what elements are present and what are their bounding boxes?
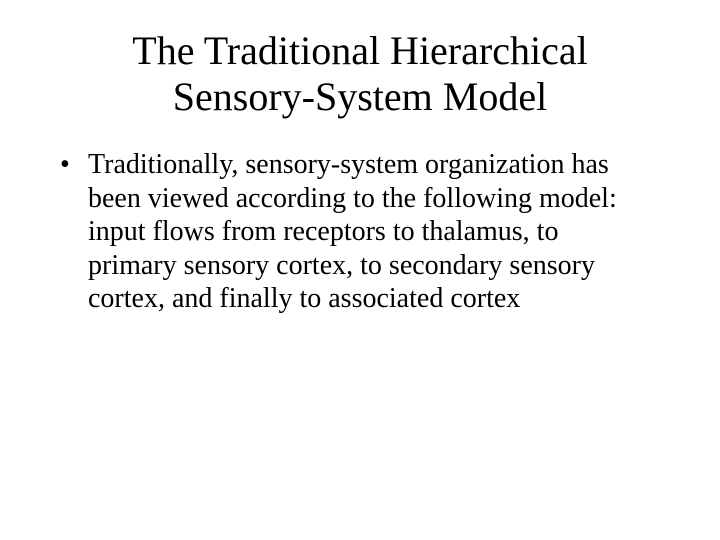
bullet-list: Traditionally, sensory-system organizati… xyxy=(40,148,680,316)
bullet-item: Traditionally, sensory-system organizati… xyxy=(60,148,680,316)
slide-title: The Traditional Hierarchical Sensory-Sys… xyxy=(40,28,680,120)
